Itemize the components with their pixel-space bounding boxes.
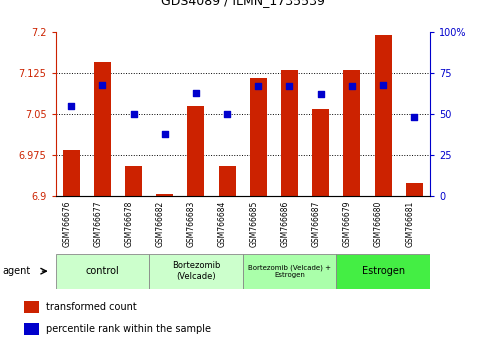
Bar <box>24 323 39 335</box>
Point <box>161 131 169 137</box>
Bar <box>343 70 360 196</box>
Point <box>192 90 200 96</box>
Point <box>223 111 231 117</box>
Text: percentile rank within the sample: percentile rank within the sample <box>46 324 211 334</box>
Text: transformed count: transformed count <box>46 302 137 312</box>
Bar <box>24 301 39 313</box>
Bar <box>149 254 242 289</box>
Bar <box>156 194 173 196</box>
Text: GSM766678: GSM766678 <box>125 201 133 247</box>
Bar <box>94 62 111 196</box>
Text: GDS4089 / ILMN_1735539: GDS4089 / ILMN_1735539 <box>161 0 325 7</box>
Point <box>285 83 293 89</box>
Text: Estrogen: Estrogen <box>361 266 405 276</box>
Point <box>99 82 106 87</box>
Text: agent: agent <box>2 266 30 276</box>
Bar <box>242 254 336 289</box>
Text: GSM766687: GSM766687 <box>312 201 321 247</box>
Point <box>348 83 356 89</box>
Text: GSM766677: GSM766677 <box>93 201 102 247</box>
Bar <box>312 109 329 196</box>
Point <box>317 92 325 97</box>
Text: GSM766684: GSM766684 <box>218 201 227 247</box>
Bar <box>218 166 236 196</box>
Bar <box>374 35 392 196</box>
Bar <box>406 183 423 196</box>
Bar <box>187 106 204 196</box>
Bar <box>125 166 142 196</box>
Point <box>67 103 75 109</box>
Bar <box>56 254 149 289</box>
Bar <box>336 254 430 289</box>
Text: GSM766683: GSM766683 <box>187 201 196 247</box>
Text: GSM766680: GSM766680 <box>374 201 383 247</box>
Text: GSM766686: GSM766686 <box>281 201 289 247</box>
Text: GSM766685: GSM766685 <box>249 201 258 247</box>
Point <box>379 82 387 87</box>
Point <box>255 83 262 89</box>
Point <box>129 111 137 117</box>
Point <box>411 115 418 120</box>
Text: control: control <box>85 266 119 276</box>
Bar <box>250 79 267 196</box>
Text: GSM766679: GSM766679 <box>343 201 352 247</box>
Bar <box>63 150 80 196</box>
Text: Bortezomib (Velcade) +
Estrogen: Bortezomib (Velcade) + Estrogen <box>248 264 331 278</box>
Text: GSM766681: GSM766681 <box>405 201 414 247</box>
Text: Bortezomib
(Velcade): Bortezomib (Velcade) <box>172 262 220 281</box>
Text: GSM766682: GSM766682 <box>156 201 165 247</box>
Text: GSM766676: GSM766676 <box>62 201 71 247</box>
Bar <box>281 70 298 196</box>
